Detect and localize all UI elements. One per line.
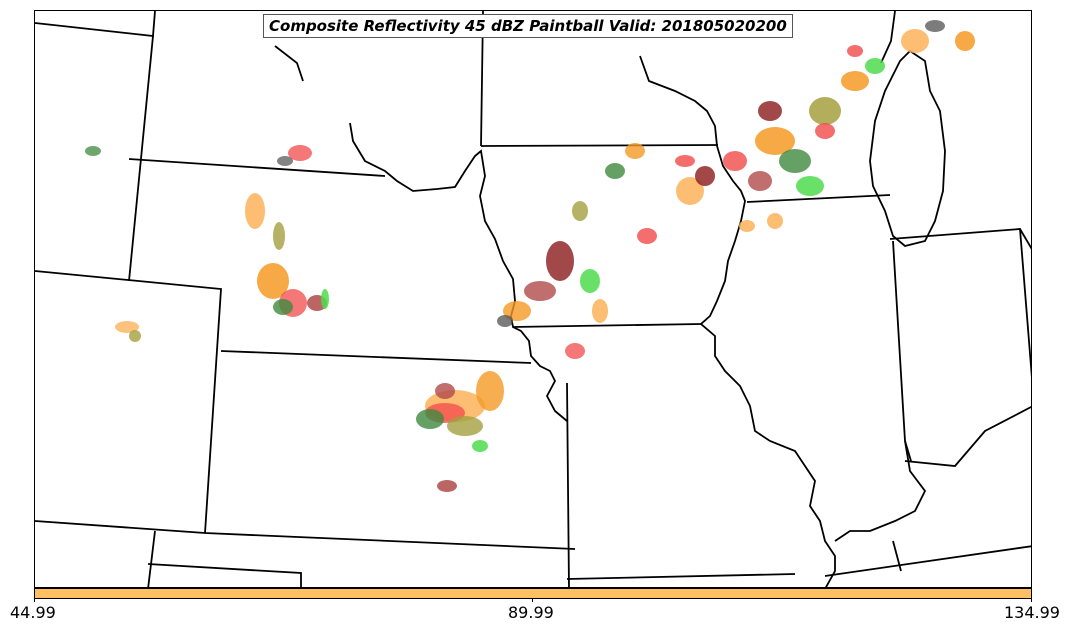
map-panel [34,10,1032,588]
boundary-panhandle [147,563,302,587]
colorbar-tick-label-max: 134.99 [1004,603,1060,622]
colorbar-tick-label-mid: 89.99 [508,603,554,622]
paintball-blobs [85,20,975,492]
boundary-ok-ar [566,573,796,580]
boundary-wy-west [128,35,154,282]
ohio-river [834,440,927,542]
state-boundaries [35,11,1031,587]
boundary-in-mi [889,228,1031,250]
colorbar-tick-mark-left [34,599,35,602]
colorbar [34,588,1032,599]
wi-north [880,11,896,64]
boundary-ks-north [220,350,532,364]
map-canvas [35,11,1031,587]
tn-river [892,540,902,572]
map-title: Composite Reflectivity 45 dBZ Paintball … [263,14,793,38]
boundary-ks-south [35,520,576,550]
boundary-wi-il [746,194,891,203]
mississippi-river [639,55,836,587]
boundary-co [35,270,222,534]
boundary-il-in [892,240,912,462]
boundary-in-oh [1019,228,1031,378]
nd-river [274,45,304,82]
boundary-ky [904,406,1031,467]
missouri-river [349,122,568,422]
boundary-mo-west [566,382,570,587]
colorbar-tick-mark-right [1031,599,1032,602]
boundary-tx-pan [147,530,156,587]
boundary-ia-south [512,323,702,328]
colorbar-tick-mark-mid [532,599,533,602]
boundary-tn-south [824,545,1031,577]
colorbar-tick-label-min: 44.99 [10,603,56,622]
lake-michigan [869,49,946,247]
boundary-sd-ne [128,158,386,177]
boundary-north-left [35,11,156,37]
boundary-ia-north [480,144,719,147]
